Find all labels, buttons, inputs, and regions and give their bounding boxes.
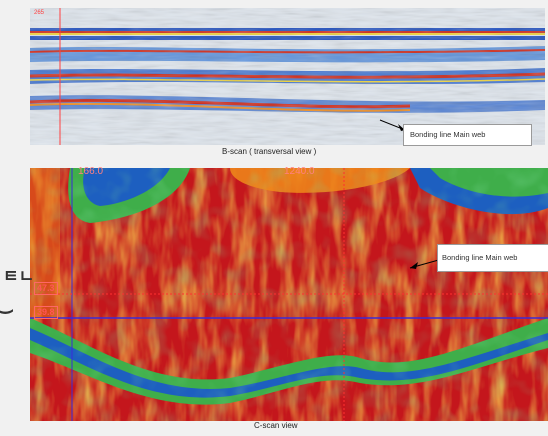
cscan-top-readout-left: 166.0 [78,166,104,177]
cscan-top-readout-right: 1240.0 [284,166,315,177]
bscan-caption: B-scan ( transversal view ) [222,147,317,156]
sidebar-mark-lower: ) [0,309,16,315]
bscan-image [30,8,545,145]
cscan-image [30,168,548,421]
bscan-callout: Bonding line Main web [403,124,532,146]
cscan-callout: Bonding line Main web [437,244,548,272]
cscan-readout-lower: 39.8 [34,306,58,319]
cscan-readout-upper: 47.3 [34,282,58,295]
cscan-plot [30,168,548,421]
sidebar-mark-upper: ㅌㄴ [3,267,35,286]
bscan-plot [30,8,545,145]
cscan-caption: C-scan view [254,421,298,430]
bscan-marker-label: 265 [34,10,45,16]
